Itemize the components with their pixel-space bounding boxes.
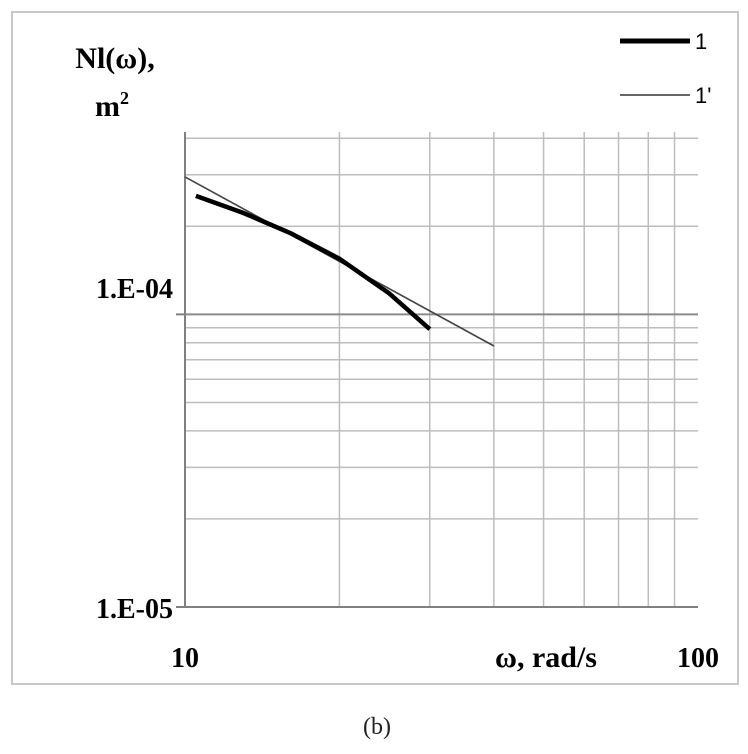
legend: 1 1' xyxy=(620,29,711,108)
y-axis-unit-superscript: 2 xyxy=(120,88,129,108)
chart-frame xyxy=(11,11,739,685)
grid xyxy=(185,132,698,608)
y-axis-unit: m xyxy=(95,90,120,123)
axes xyxy=(176,132,698,608)
figure-caption: (b) xyxy=(363,714,391,740)
tick-labels: 1.E-04 1.E-05 10 100 xyxy=(96,274,719,674)
x-tick-label-100: 100 xyxy=(677,643,719,674)
legend-label-series-1: 1 xyxy=(695,29,707,54)
x-tick-label-10: 10 xyxy=(171,643,199,674)
series-group xyxy=(184,176,495,347)
y-tick-label-1e-04: 1.E-04 xyxy=(96,274,173,305)
y-tick-label-1e-05: 1.E-05 xyxy=(96,594,173,625)
y-axis-label-line2: m2 xyxy=(95,88,129,123)
legend-label-series-1prime: 1' xyxy=(695,83,711,108)
series-1-line xyxy=(195,193,432,331)
y-axis-label-line1: Nl(ω), xyxy=(75,42,154,75)
x-axis-label: ω, rad/s xyxy=(495,641,597,674)
